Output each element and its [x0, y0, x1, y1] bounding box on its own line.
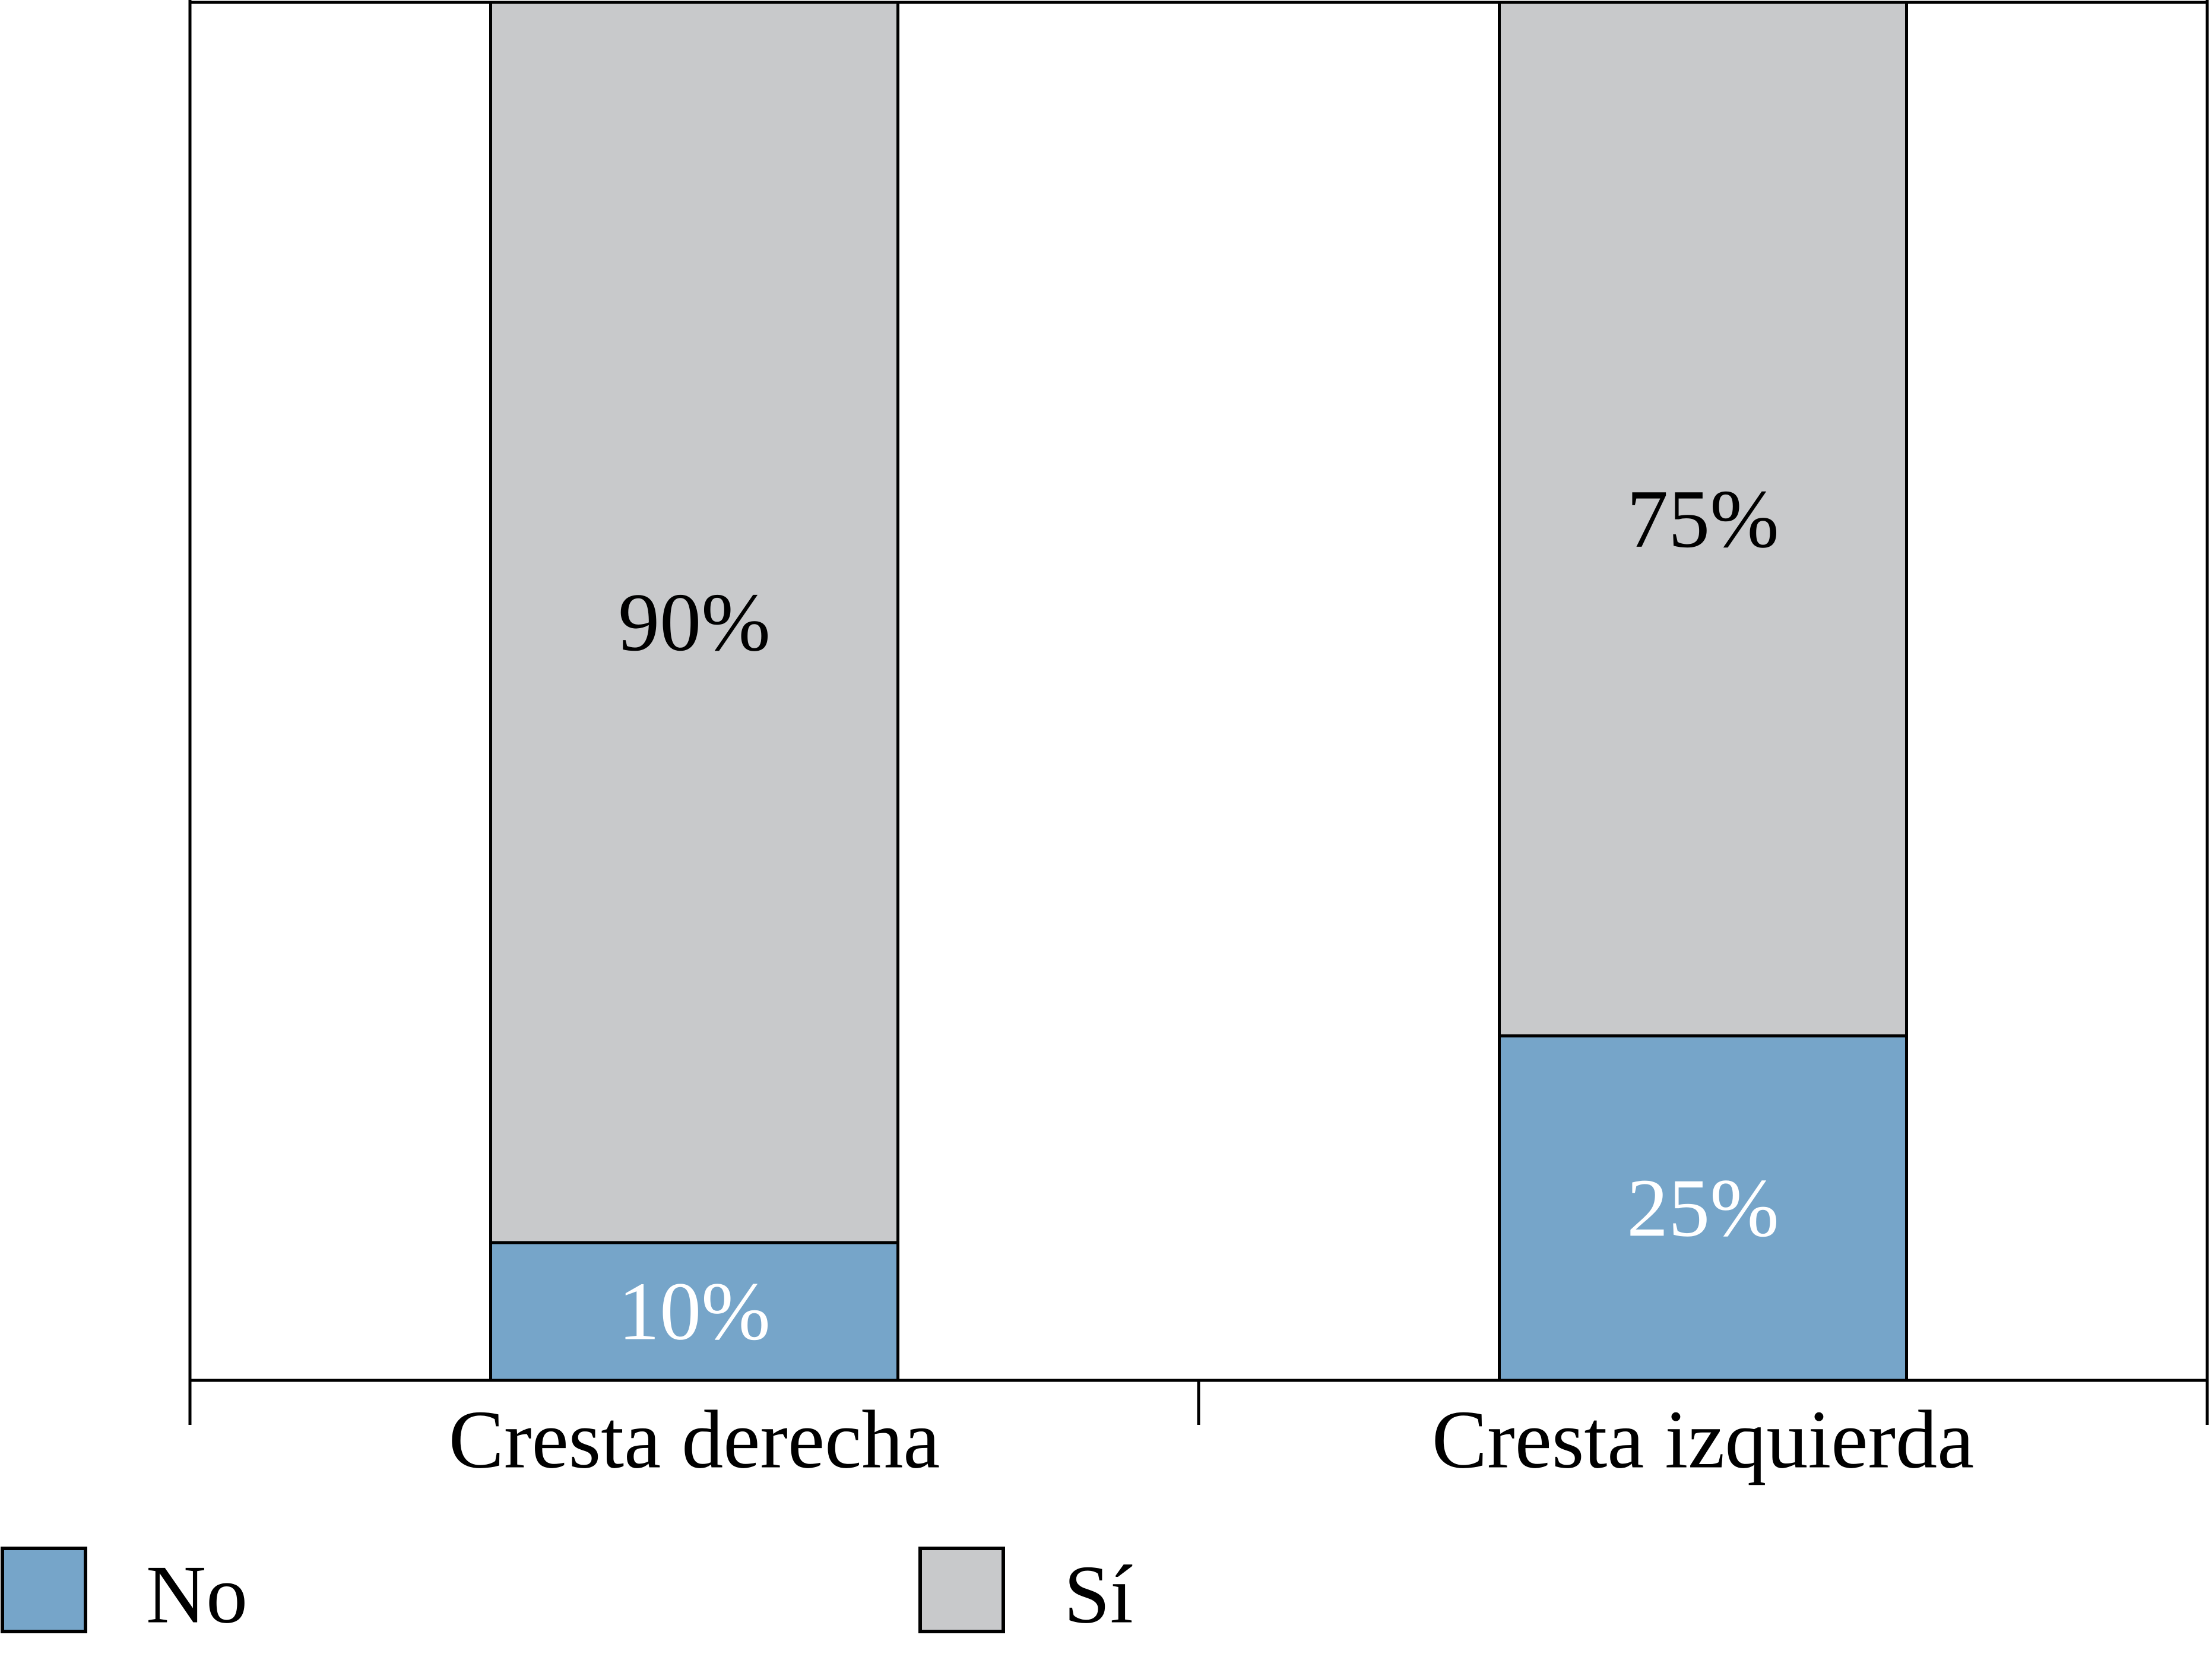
bars-group: 10% 90% 25% 75%	[489, 1, 1908, 1382]
legend-label-si: Sí	[1064, 1549, 1133, 1641]
legend-swatch-si	[918, 1547, 1005, 1633]
x-axis: Cresta derecha Cresta izquierda	[188, 1379, 2209, 1486]
bar-segment-si-1	[489, 1, 899, 1244]
legend: No Sí	[1, 1547, 1133, 1641]
data-label-si-2: 75%	[1627, 473, 1779, 565]
x-tick-label-2: Cresta izquierda	[1432, 1394, 1975, 1486]
bar-segment-si-2	[1498, 1, 1908, 1038]
legend-swatch-no	[1, 1547, 87, 1633]
data-label-no-2: 25%	[1627, 1162, 1779, 1254]
legend-label-no: No	[146, 1549, 248, 1641]
data-label-si-1: 90%	[618, 576, 771, 669]
x-tick-label-1: Cresta derecha	[449, 1394, 940, 1486]
data-label-no-1: 10%	[618, 1265, 771, 1357]
